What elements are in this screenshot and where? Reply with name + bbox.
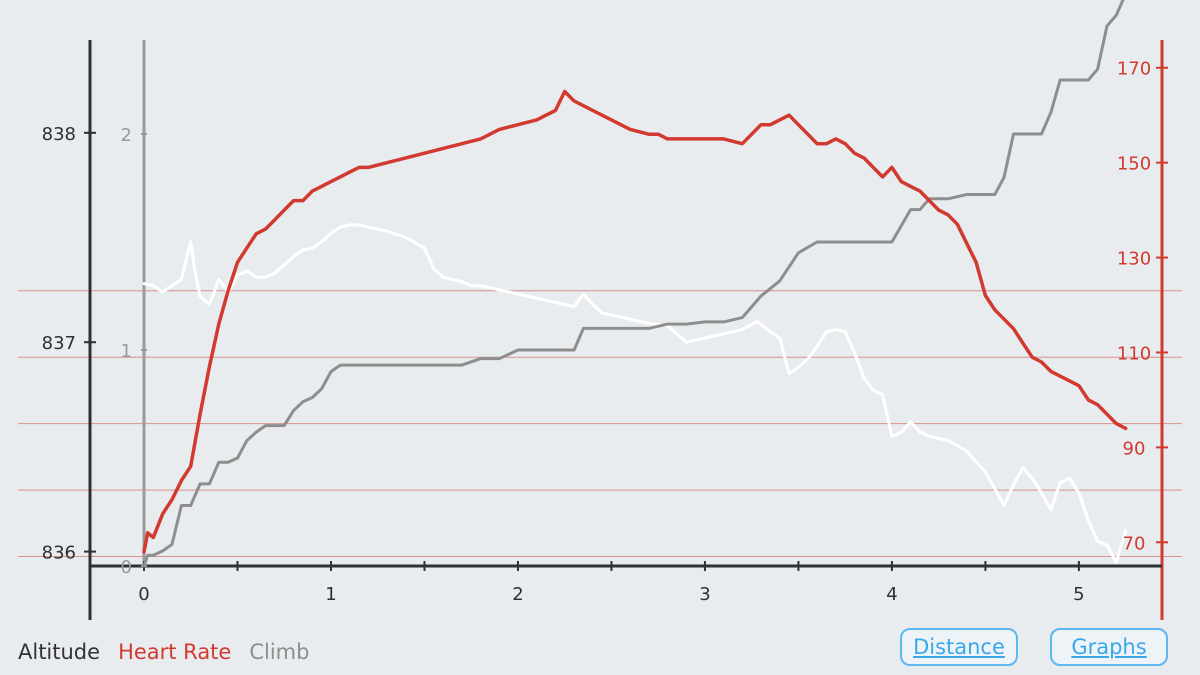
tick-labels: 0 1 2 3 4 5 836 837 838 0 1 2 70 90 110 130 150 170 <box>42 59 1152 605</box>
x-tick-label: 2 <box>512 584 523 605</box>
series-lines <box>142 0 1128 568</box>
left-tick-label: 836 <box>42 543 76 564</box>
climb-tick-label: 0 <box>121 557 132 578</box>
x-tick-label: 5 <box>1073 584 1084 605</box>
right-tick-label: 170 <box>1117 59 1151 80</box>
x-tick-label: 0 <box>138 584 149 605</box>
legend-climb: Climb <box>249 640 310 664</box>
chart-area: 0 1 2 3 4 5 836 837 838 0 1 2 70 90 110 130 150 170 <box>18 0 1182 620</box>
x-tick-label: 4 <box>886 584 897 605</box>
hr-zone-lines <box>18 290 1182 558</box>
climb-line <box>142 0 1125 568</box>
legend-heart-rate: Heart Rate <box>118 640 232 664</box>
right-tick-label: 90 <box>1123 438 1146 459</box>
footer-bar: Altitude Heart Rate Climb Distance Graph… <box>0 628 1200 672</box>
heart-rate-line <box>142 89 1128 554</box>
legend: Altitude Heart Rate Climb <box>18 640 309 664</box>
right-tick-label: 110 <box>1117 343 1151 364</box>
right-tick-label: 70 <box>1123 533 1146 554</box>
altitude-line <box>142 223 1128 564</box>
legend-altitude: Altitude <box>18 640 101 664</box>
right-tick-label: 150 <box>1117 154 1151 175</box>
distance-button[interactable]: Distance <box>900 628 1018 666</box>
x-tick-label: 1 <box>325 584 336 605</box>
graphs-button[interactable]: Graphs <box>1050 628 1168 666</box>
climb-tick-label: 1 <box>121 341 132 362</box>
left-tick-label: 837 <box>42 333 76 354</box>
right-tick-label: 130 <box>1117 249 1151 270</box>
climb-tick-label: 2 <box>121 125 132 146</box>
left-tick-label: 838 <box>42 124 76 145</box>
axes <box>84 40 1168 620</box>
x-tick-label: 3 <box>699 584 710 605</box>
